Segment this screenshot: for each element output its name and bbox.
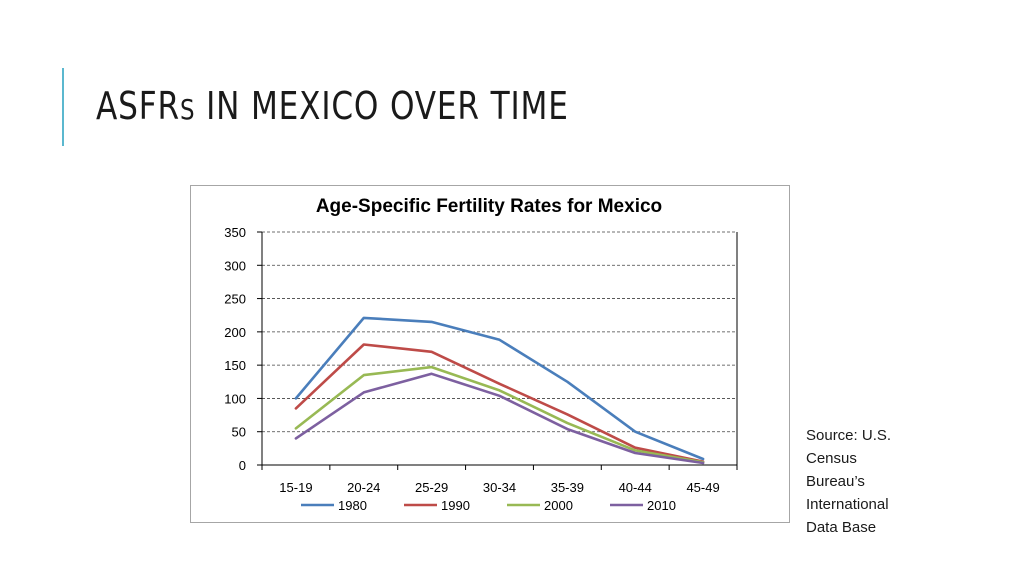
legend-label: 2000	[544, 498, 573, 513]
y-tick-label: 150	[224, 358, 246, 373]
title-small-caps: S	[179, 93, 196, 126]
source-line: Census	[806, 450, 857, 467]
source-note: Source: U.S. Census Bureau’s Internation…	[806, 424, 926, 539]
title-main: ASFR	[96, 84, 180, 128]
series-line-1980	[294, 316, 705, 461]
slide-title: ASFRS IN MEXICO OVER TIME	[96, 84, 569, 128]
legend-label: 2010	[647, 498, 676, 513]
title-rest: IN MEXICO OVER TIME	[195, 84, 569, 128]
x-tick-label: 40-44	[619, 480, 652, 495]
fertility-chart: Age-Specific Fertility Rates for Mexico …	[224, 196, 738, 513]
title-accent-bar	[62, 68, 64, 146]
x-tick-label: 20-24	[347, 480, 380, 495]
source-line: Bureau’s	[806, 473, 865, 490]
x-tick-label: 35-39	[551, 480, 584, 495]
y-tick-label: 0	[239, 458, 246, 473]
source-line: Source: U.S.	[806, 427, 892, 444]
x-tick-label: 30-34	[483, 480, 516, 495]
y-tick-label: 300	[224, 258, 246, 273]
y-tick-label: 100	[224, 391, 246, 406]
source-line: International	[806, 496, 889, 513]
source-line: Data Base	[806, 519, 877, 536]
legend-label: 1980	[338, 498, 367, 513]
y-tick-label: 350	[224, 225, 246, 240]
legend-label: 1990	[441, 498, 470, 513]
x-tick-label: 15-19	[279, 480, 312, 495]
y-tick-label: 200	[224, 325, 246, 340]
chart-frame: Age-Specific Fertility Rates for Mexico …	[190, 185, 790, 523]
y-tick-label: 50	[232, 425, 246, 440]
series-line-1990	[294, 343, 705, 464]
x-tick-label: 45-49	[686, 480, 719, 495]
series-line-2000	[294, 365, 705, 464]
chart-title: Age-Specific Fertility Rates for Mexico	[316, 196, 662, 217]
y-tick-label: 250	[224, 292, 246, 307]
x-tick-label: 25-29	[415, 480, 448, 495]
series-line-2010	[294, 372, 705, 465]
